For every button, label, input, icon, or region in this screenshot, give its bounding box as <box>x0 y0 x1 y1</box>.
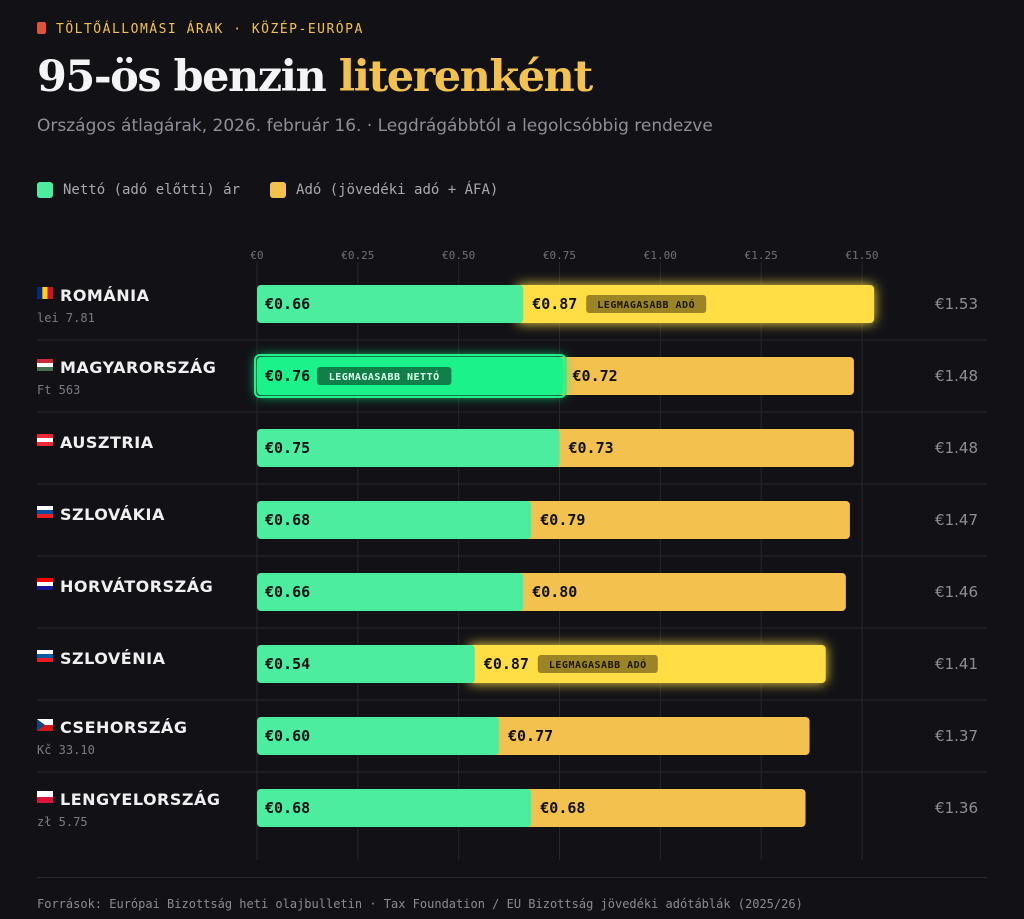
austria-flag-icon <box>37 434 53 446</box>
tax-value-label: €0.87 <box>532 295 577 313</box>
country-label: HORVÁTORSZÁG <box>60 577 213 596</box>
badge-background <box>586 295 707 313</box>
country-label: LENGYELORSZÁG <box>60 790 221 809</box>
croatia-flag-icon <box>37 578 53 590</box>
x-tick-label: €0.75 <box>543 249 576 262</box>
title-accent: literenként <box>338 52 593 102</box>
total-value-label: €1.47 <box>935 511 978 529</box>
tax-value-label: €0.72 <box>573 367 618 385</box>
net-value-label: €0.66 <box>265 295 310 313</box>
x-tick-label: €1.25 <box>745 249 778 262</box>
local-price-label: Kč 33.10 <box>37 743 95 757</box>
poland-flag-icon <box>37 791 53 803</box>
bar-tax-segment <box>557 357 854 395</box>
romania-flag-icon <box>37 287 53 299</box>
total-value-label: €1.48 <box>935 439 978 457</box>
bar-net-segment <box>257 717 499 755</box>
legend: Nettó (adó előtti) ár Adó (jövedéki adó … <box>37 182 498 198</box>
net-value-label: €0.54 <box>265 655 310 673</box>
badge-background <box>537 655 658 673</box>
bar-net-segment <box>257 789 532 827</box>
badge-label: LEGMAGASABB ADÓ <box>549 658 647 671</box>
net-value-label: €0.68 <box>265 511 310 529</box>
czechia-flag-icon <box>37 719 53 731</box>
local-price-label: zł 5.75 <box>37 815 88 829</box>
total-value-label: €1.41 <box>935 655 978 673</box>
local-price-label: Ft 563 <box>37 383 80 397</box>
tax-value-label: €0.68 <box>540 799 585 817</box>
subtitle: Országos átlagárak, 2026. február 16. · … <box>37 116 713 136</box>
country-label: ROMÁNIA <box>60 286 150 305</box>
tax-value-label: €0.79 <box>540 511 585 529</box>
bar-net-segment <box>257 285 524 323</box>
total-value-label: €1.36 <box>935 799 978 817</box>
slovakia-flag-icon <box>37 506 53 518</box>
net-value-label: €0.66 <box>265 583 310 601</box>
page-title: 95-ös benzin literenként <box>37 52 593 102</box>
badge-label: LEGMAGASABB ADÓ <box>597 298 695 311</box>
total-value-label: €1.53 <box>935 295 978 313</box>
bar-tax-segment <box>493 717 810 755</box>
country-label: SZLOVÉNIA <box>60 649 166 668</box>
bar-net-segment <box>257 429 560 467</box>
x-tick-label: €0.25 <box>341 249 374 262</box>
total-value-label: €1.37 <box>935 727 978 745</box>
tax-value-label: €0.87 <box>484 655 529 673</box>
slovenia-flag-icon <box>37 650 53 662</box>
bar-tax-segment <box>525 789 806 827</box>
bar-tax-segment <box>517 573 846 611</box>
hungary-flag-icon <box>37 359 53 371</box>
net-value-label: €0.68 <box>265 799 310 817</box>
legend-label-net: Nettó (adó előtti) ár <box>63 182 241 198</box>
x-tick-label: €0.50 <box>442 249 475 262</box>
country-label: MAGYARORSZÁG <box>60 358 216 377</box>
badge-label: LEGMAGASABB NETTÓ <box>329 370 440 383</box>
kicker: TÖLTŐÁLLOMÁSI ÁRAK · KÖZÉP-EURÓPA <box>37 22 364 37</box>
bar-tax-segment <box>525 501 850 539</box>
x-tick-label: €0 <box>250 249 263 262</box>
x-tick-label: €1.50 <box>845 249 878 262</box>
legend-item-tax: Adó (jövedéki adó + ÁFA) <box>270 182 498 198</box>
x-tick-label: €1.00 <box>644 249 677 262</box>
badge-background <box>317 367 452 385</box>
total-value-label: €1.46 <box>935 583 978 601</box>
bar-tax-segment <box>553 429 854 467</box>
country-label: AUSZTRIA <box>60 433 154 452</box>
bar-net-segment <box>257 501 532 539</box>
country-label: SZLOVÁKIA <box>60 505 165 524</box>
total-value-label: €1.48 <box>935 367 978 385</box>
bar-net-segment <box>257 573 524 611</box>
tax-value-label: €0.80 <box>532 583 577 601</box>
net-value-label: €0.76 <box>265 367 310 385</box>
legend-item-net: Nettó (adó előtti) ár <box>37 182 240 198</box>
legend-swatch-tax <box>270 182 287 198</box>
legend-swatch-net <box>37 182 53 198</box>
bar-net-highlight-outline <box>254 354 567 398</box>
net-value-label: €0.60 <box>265 727 310 745</box>
sources: Források: Európai Bizottság heti olajbul… <box>37 897 803 911</box>
tax-value-label: €0.73 <box>569 439 614 457</box>
legend-label-tax: Adó (jövedéki adó + ÁFA) <box>296 182 499 198</box>
kicker-text: TÖLTŐÁLLOMÁSI ÁRAK · KÖZÉP-EURÓPA <box>56 22 364 37</box>
country-label: CSEHORSZÁG <box>60 718 187 737</box>
fuel-pump-icon <box>37 22 46 34</box>
tax-value-label: €0.77 <box>508 727 553 745</box>
stacked-bar-chart: €0 €0.25 €0.50 €0.75 €1.00 €1.25 €1.50 ROMÁNIA l… <box>37 249 987 860</box>
bar-net-segment <box>257 645 475 683</box>
title-main: 95-ös benzin <box>37 52 327 102</box>
footer-divider <box>37 877 987 878</box>
local-price-label: lei 7.81 <box>37 311 95 325</box>
net-value-label: €0.75 <box>265 439 310 457</box>
